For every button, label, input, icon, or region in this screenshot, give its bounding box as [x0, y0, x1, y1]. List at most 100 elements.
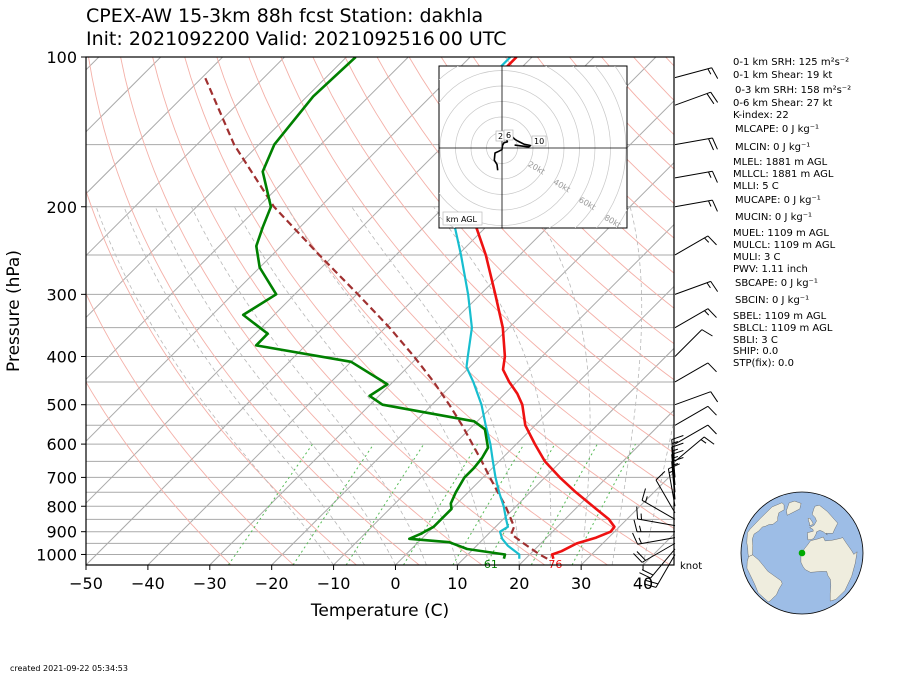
mixing-ratio-line	[571, 443, 636, 565]
moist-adiabat	[433, 206, 552, 565]
land-mass	[807, 504, 838, 541]
dry-adiabat	[120, 57, 483, 565]
isotherm-line	[580, 471, 674, 565]
y-tick-label: 1000	[36, 545, 77, 564]
isotherm-line	[86, 57, 285, 257]
globe-inset	[740, 491, 864, 615]
wind-barb	[633, 542, 676, 563]
mixing-ratio-line	[452, 443, 525, 565]
index-line: SBCAPE: 0 J kg⁻¹	[735, 278, 818, 289]
dry-adiabat	[216, 57, 671, 565]
dry-adiabat	[376, 57, 674, 381]
isotherm-line	[271, 161, 674, 565]
wind-barb	[674, 436, 715, 462]
wind-barb	[674, 405, 717, 426]
wind-barb	[671, 435, 684, 478]
x-tick-label: −50	[69, 574, 103, 593]
wind-barb	[632, 532, 676, 545]
dry-adiabat	[312, 57, 674, 454]
chart-subtitle: Init: 2021092200 Valid: 2021092516 00 UT…	[86, 28, 507, 50]
isotherm-line	[86, 57, 347, 319]
y-tick-label: 600	[46, 435, 77, 454]
moist-adiabat	[286, 206, 489, 565]
index-line: MULI: 3 C	[733, 252, 781, 263]
index-line: K-index: 22	[733, 110, 789, 121]
wind-barb	[674, 280, 719, 295]
station-marker	[798, 549, 806, 557]
wind-barb	[636, 506, 676, 527]
dry-adiabat	[408, 57, 674, 345]
index-line: SBEL: 1109 m AGL	[733, 311, 827, 322]
index-line: MLLCL: 1881 m AGL	[733, 169, 834, 180]
land-mass	[800, 536, 858, 602]
dry-adiabat	[152, 57, 545, 565]
isotherm-line	[209, 100, 674, 565]
globe-outline	[740, 491, 864, 615]
x-tick-label: −40	[131, 574, 165, 593]
land-mass	[807, 517, 814, 526]
wind-barb	[674, 67, 719, 79]
wind-barb	[639, 548, 676, 579]
index-line: SBLCL: 1109 m AGL	[733, 323, 833, 334]
wind-barb	[674, 137, 718, 151]
index-line: MLCAPE: 0 J kg⁻¹	[735, 124, 820, 135]
x-tick-label: 40	[633, 574, 653, 593]
wind-barb	[633, 519, 675, 533]
x-tick-label: −10	[317, 574, 351, 593]
index-line: 0-3 km SRH: 158 m²s⁻²	[735, 85, 852, 96]
y-axis-label: Pressure (hPa)	[4, 250, 24, 372]
hodograph-label-box	[503, 129, 514, 141]
moist-adiabat	[531, 206, 591, 565]
y-tick-label: 100	[46, 48, 77, 67]
mixing-ratio-line	[292, 443, 375, 565]
x-tick-label: 10	[447, 574, 467, 593]
index-line: PWV: 1.11 inch	[733, 264, 808, 275]
wind-barb	[674, 235, 717, 256]
hodograph-height-label: 10	[534, 137, 544, 146]
wind-barb	[643, 554, 676, 588]
isotherm-line	[86, 57, 471, 442]
isotherm-line	[395, 285, 674, 565]
land-mass	[746, 502, 785, 557]
hodograph-label-box	[531, 135, 547, 147]
mixing-ratio-line	[227, 443, 314, 565]
parcel-trace	[204, 77, 548, 560]
x-tick-label: −30	[193, 574, 227, 593]
land-mass	[786, 500, 802, 516]
index-line: SBLI: 3 C	[733, 335, 778, 346]
mixing-ratio-line	[403, 443, 479, 565]
moist-adiabat	[351, 206, 520, 565]
isotherm-line	[86, 57, 162, 133]
wind-barb	[674, 91, 719, 106]
moist-adiabat	[123, 206, 365, 565]
wind-barb	[674, 329, 713, 357]
dry-adiabat	[248, 57, 674, 530]
dry-adiabat	[440, 57, 674, 309]
wind-barb	[674, 391, 719, 406]
dry-adiabat	[184, 57, 608, 565]
dry-adiabat	[88, 57, 420, 565]
index-line: MLCIN: 0 J kg⁻¹	[735, 142, 811, 153]
y-tick-label: 900	[46, 523, 77, 542]
hodograph-height-label: 6	[506, 131, 511, 140]
index-line: SBCIN: 0 J kg⁻¹	[735, 295, 810, 306]
x-tick-label: 0	[390, 574, 400, 593]
moist-adiabat	[95, 206, 334, 565]
index-line: MULCL: 1109 m AGL	[733, 240, 836, 251]
index-line: MLEL: 1881 m AGL	[733, 157, 828, 168]
wind-barb	[674, 362, 717, 383]
index-line: STP(fix): 0.0	[733, 358, 794, 369]
moist-adiabat	[642, 418, 674, 565]
y-tick-label: 200	[46, 198, 77, 217]
moist-adiabat	[234, 206, 458, 565]
wind-barb	[674, 308, 717, 329]
x-tick-label: −20	[255, 574, 289, 593]
y-tick-label: 400	[46, 348, 77, 367]
x-axis-label: Temperature (C)	[310, 601, 449, 621]
mixing-ratio-line	[345, 443, 425, 565]
wind-barb	[674, 199, 718, 212]
wind-barb	[674, 170, 718, 183]
isotherm-line	[518, 409, 674, 565]
